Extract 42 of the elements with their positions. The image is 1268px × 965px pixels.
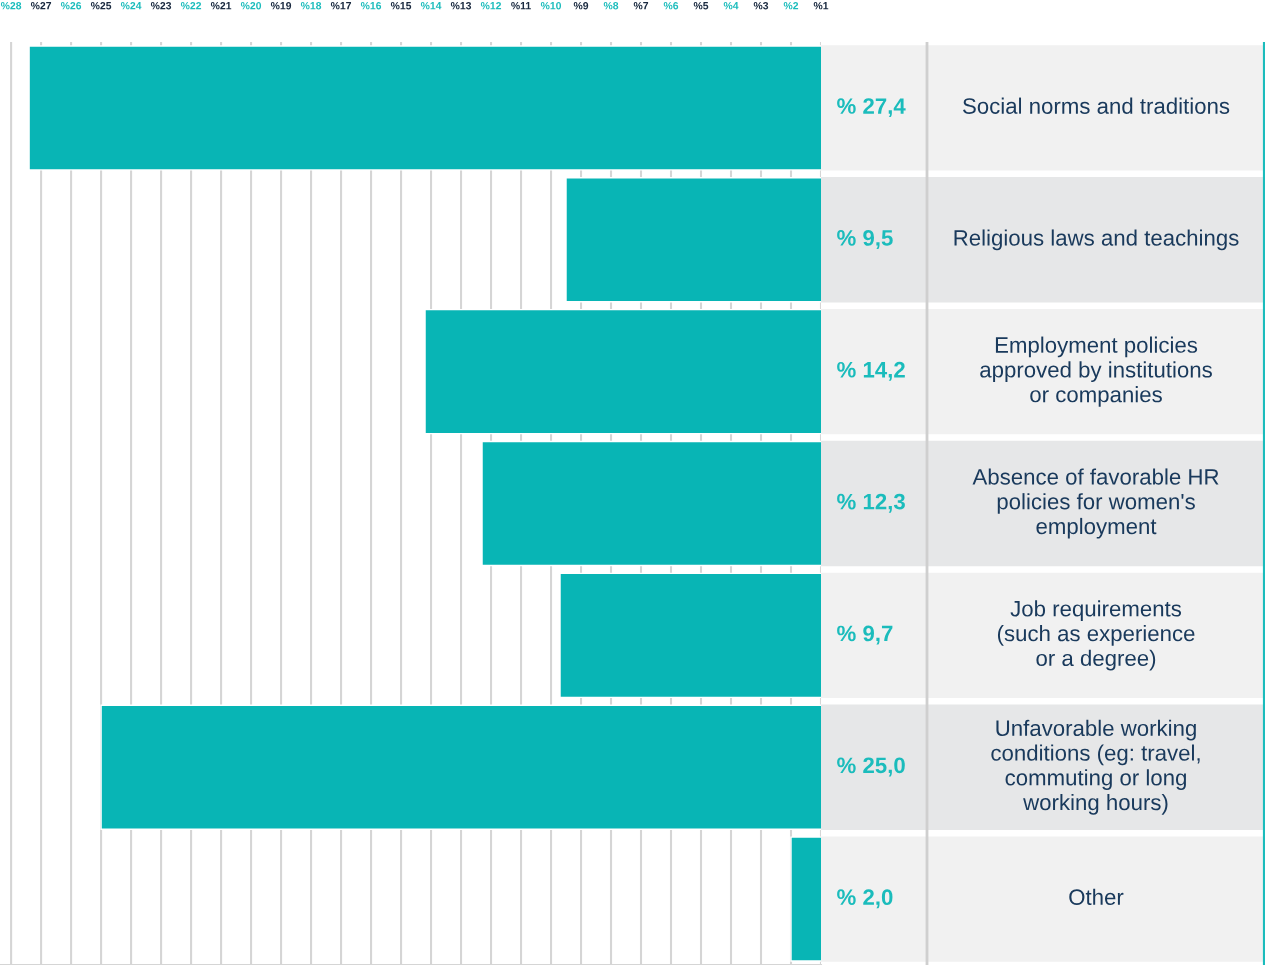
x-tick-label: %7 (633, 2, 649, 10)
data-label: % 9,7 (837, 625, 893, 645)
y-tick-label: Religious laws and teachings (954, 229, 1239, 251)
x-tick-label: %3 (753, 2, 769, 10)
y-tick-label: Job requirements (such as experience or a degree) (997, 600, 1195, 671)
x-tick-label: %10 (540, 2, 562, 10)
x-tick-label: %19 (270, 2, 292, 10)
y-tick-label: Unfavorable working conditions (eg: travel, commuting or long working hours) (991, 719, 1200, 815)
x-tick-label: %13 (450, 2, 472, 10)
x-tick-label: %27 (30, 2, 52, 10)
x-tick-label: %25 (90, 2, 112, 10)
y-tick-label: Social norms and traditions (963, 97, 1230, 114)
x-tick-label: %2 (783, 2, 799, 10)
x-tick-label: %6 (663, 2, 679, 10)
y-tick-label: Absence of favorable HR policies for women's employment (972, 468, 1219, 539)
data-label: % 25,0 (837, 757, 905, 777)
data-label: % 14,2 (837, 361, 905, 381)
x-tick-label: %5 (693, 2, 709, 10)
x-tick-label: %21 (210, 2, 232, 10)
x-tick-label: %1 (813, 2, 829, 10)
x-tick-label: %16 (360, 2, 382, 10)
x-tick-label: %23 (150, 2, 172, 10)
data-label: % 12,3 (837, 493, 905, 513)
x-tick-label: %24 (120, 2, 142, 10)
data-label: % 9,5 (837, 230, 893, 249)
x-tick-label: %11 (511, 2, 531, 10)
y-tick-label: Employment policies approved by institutions or companies (980, 336, 1212, 407)
x-tick-label: %8 (603, 2, 619, 10)
x-tick-label: %9 (573, 2, 589, 10)
x-tick-label: %4 (723, 2, 739, 10)
x-tick-label: %28 (0, 2, 22, 10)
x-tick-label: %26 (60, 2, 82, 10)
x-tick-label: %18 (300, 2, 322, 10)
x-tick-label: %12 (480, 2, 502, 10)
data-label: % 27,4 (837, 98, 906, 118)
y-tick-label: Other (1069, 888, 1124, 906)
data-label: % 2,0 (837, 889, 893, 909)
x-tick-label: %22 (180, 2, 202, 10)
x-tick-label: %17 (330, 2, 352, 10)
x-tick-label: %14 (420, 2, 442, 10)
x-tick-label: %15 (390, 2, 412, 10)
x-tick-label: %20 (240, 2, 262, 10)
